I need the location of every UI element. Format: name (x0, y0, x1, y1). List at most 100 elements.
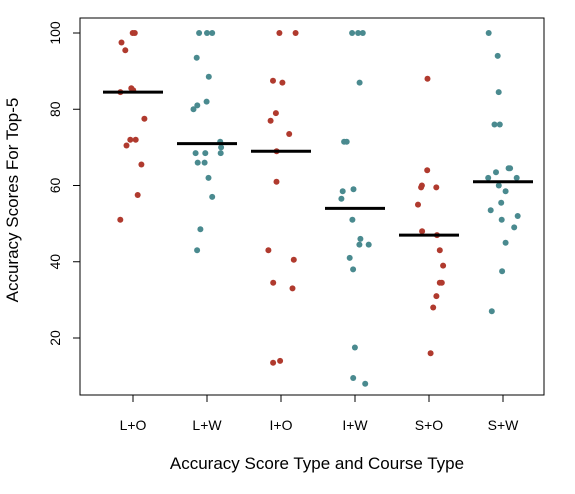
data-point (355, 30, 362, 36)
x-tick-label: L+O (120, 417, 147, 433)
data-point (205, 73, 212, 80)
data-point (277, 357, 284, 364)
data-point (362, 380, 369, 387)
data-point (127, 136, 134, 143)
data-point (202, 150, 209, 157)
data-point (338, 195, 345, 202)
plot-frame (79, 17, 545, 396)
data-point (418, 184, 425, 191)
data-point (430, 304, 437, 311)
y-axis-title: Accuracy Scores For Top-5 (3, 98, 22, 303)
data-point (117, 216, 124, 223)
data-point (292, 30, 299, 36)
data-point (419, 228, 426, 235)
data-point (356, 79, 363, 86)
data-point (491, 121, 498, 128)
data-point (197, 226, 204, 233)
data-point (485, 30, 492, 36)
data-point (514, 213, 521, 219)
data-point (272, 110, 279, 117)
data-point (494, 52, 501, 59)
median-lines (103, 90, 533, 237)
data-point (346, 254, 353, 261)
data-point (270, 359, 277, 366)
data-point (502, 188, 509, 195)
data-point (209, 193, 216, 200)
data-point (365, 241, 372, 248)
data-point (273, 178, 280, 185)
data-point (424, 167, 431, 174)
data-point (276, 30, 283, 36)
data-point (218, 144, 225, 151)
data-point (194, 159, 201, 166)
data-point (488, 308, 495, 315)
data-point (433, 184, 440, 191)
data-point (289, 285, 296, 292)
data-point (203, 98, 210, 105)
y-tick-label: 60 (47, 178, 63, 194)
data-point (351, 344, 358, 351)
x-tick-label: L+W (192, 417, 222, 433)
data-point (270, 279, 277, 286)
data-point (217, 150, 224, 157)
y-axis: 20 40 60 80 100 (47, 21, 80, 346)
data-point (511, 224, 518, 231)
data-point (204, 30, 210, 36)
data-point (279, 79, 286, 86)
data-point (427, 350, 434, 357)
data-point (349, 30, 356, 36)
data-point (141, 115, 148, 122)
data-point (507, 165, 514, 172)
data-point (424, 75, 431, 82)
data-point (496, 121, 503, 128)
data-point (132, 136, 139, 143)
data-point (513, 174, 520, 181)
data-point (194, 247, 201, 254)
data-point (201, 159, 208, 166)
data-point (270, 77, 276, 84)
data-point (495, 89, 502, 96)
data-points (117, 30, 521, 387)
data-point (440, 262, 447, 269)
data-point (433, 293, 440, 300)
data-point (192, 150, 199, 157)
data-point (138, 161, 145, 168)
x-axis-title: Accuracy Score Type and Course Type (170, 454, 464, 473)
data-point (349, 216, 356, 223)
x-tick-label: S+O (415, 417, 444, 433)
data-point (357, 235, 364, 242)
data-point (359, 30, 366, 36)
data-point (487, 207, 494, 214)
data-point (495, 182, 502, 189)
data-point (436, 247, 443, 254)
data-point (194, 102, 201, 109)
x-tick-label: I+W (342, 417, 368, 433)
data-point (290, 256, 297, 263)
data-point (131, 30, 138, 36)
data-point (123, 142, 130, 149)
data-point (209, 30, 216, 36)
data-point (193, 54, 200, 61)
data-point (493, 169, 499, 176)
data-point (350, 186, 357, 193)
data-point (265, 247, 272, 254)
data-point (356, 241, 363, 248)
data-point (498, 216, 505, 223)
data-point (343, 138, 350, 145)
data-point (498, 199, 505, 206)
data-point (339, 188, 346, 195)
x-tick-label: I+O (270, 417, 293, 433)
data-point (122, 47, 129, 54)
data-point (499, 268, 506, 275)
data-point (205, 174, 212, 181)
data-point (436, 279, 443, 286)
data-point (267, 117, 274, 124)
data-point (190, 106, 197, 113)
data-point (134, 192, 141, 198)
data-point (415, 201, 421, 208)
x-tick-label: S+W (488, 417, 520, 433)
data-point (502, 239, 509, 246)
data-point (350, 266, 357, 273)
data-point (196, 30, 203, 36)
